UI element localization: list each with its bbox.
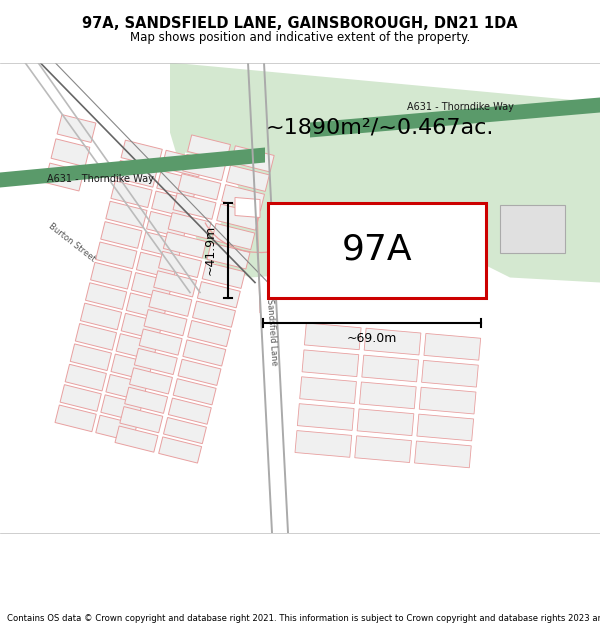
Polygon shape xyxy=(415,441,471,468)
Polygon shape xyxy=(70,344,112,371)
Polygon shape xyxy=(101,395,142,421)
Polygon shape xyxy=(170,62,600,282)
Text: ~1890m²/~0.467ac.: ~1890m²/~0.467ac. xyxy=(266,118,494,138)
Polygon shape xyxy=(152,191,193,218)
Polygon shape xyxy=(120,407,163,432)
Polygon shape xyxy=(178,174,221,200)
Polygon shape xyxy=(60,384,101,411)
Polygon shape xyxy=(146,211,188,238)
Polygon shape xyxy=(51,139,90,167)
Polygon shape xyxy=(134,348,177,374)
Text: 97A: 97A xyxy=(341,233,412,267)
Polygon shape xyxy=(217,204,260,230)
Polygon shape xyxy=(57,114,96,142)
Polygon shape xyxy=(116,161,157,187)
Polygon shape xyxy=(157,171,198,198)
Polygon shape xyxy=(106,201,147,228)
Polygon shape xyxy=(419,388,476,414)
Polygon shape xyxy=(197,282,240,308)
Text: Sandsfield Lane: Sandsfield Lane xyxy=(265,299,279,366)
Polygon shape xyxy=(202,262,245,288)
Polygon shape xyxy=(80,303,122,330)
Bar xyxy=(500,204,565,252)
Polygon shape xyxy=(235,198,260,217)
Polygon shape xyxy=(131,272,173,299)
Text: ~69.0m: ~69.0m xyxy=(347,332,397,345)
Polygon shape xyxy=(357,409,414,436)
Polygon shape xyxy=(207,243,250,269)
Polygon shape xyxy=(130,368,172,394)
Polygon shape xyxy=(424,334,481,360)
Polygon shape xyxy=(221,184,265,211)
Text: Contains OS data © Crown copyright and database right 2021. This information is : Contains OS data © Crown copyright and d… xyxy=(7,614,600,623)
Bar xyxy=(268,202,486,298)
Polygon shape xyxy=(162,150,203,177)
Polygon shape xyxy=(173,379,216,405)
Polygon shape xyxy=(154,271,197,297)
Polygon shape xyxy=(144,309,187,336)
Polygon shape xyxy=(185,152,240,232)
Polygon shape xyxy=(302,350,359,377)
Polygon shape xyxy=(111,181,152,208)
Polygon shape xyxy=(298,404,354,431)
Polygon shape xyxy=(142,232,183,259)
Polygon shape xyxy=(226,165,269,191)
Polygon shape xyxy=(136,252,178,279)
Polygon shape xyxy=(101,222,142,248)
Polygon shape xyxy=(178,359,221,386)
Text: A631 - Thorndike Way: A631 - Thorndike Way xyxy=(407,102,514,112)
Polygon shape xyxy=(188,135,230,161)
Polygon shape xyxy=(310,98,600,138)
Polygon shape xyxy=(116,334,157,361)
Polygon shape xyxy=(158,437,202,463)
Polygon shape xyxy=(139,329,182,355)
Polygon shape xyxy=(300,377,356,404)
Polygon shape xyxy=(231,146,274,172)
Polygon shape xyxy=(173,193,216,219)
Polygon shape xyxy=(364,328,421,355)
Text: Burton Street: Burton Street xyxy=(47,221,97,264)
Polygon shape xyxy=(169,398,211,424)
Polygon shape xyxy=(359,382,416,409)
Text: 97A, SANDSFIELD LANE, GAINSBOROUGH, DN21 1DA: 97A, SANDSFIELD LANE, GAINSBOROUGH, DN21… xyxy=(82,16,518,31)
Polygon shape xyxy=(149,290,192,316)
Polygon shape xyxy=(125,388,167,413)
Polygon shape xyxy=(95,242,137,269)
Polygon shape xyxy=(65,364,106,391)
Polygon shape xyxy=(168,213,211,239)
Polygon shape xyxy=(362,355,419,382)
Polygon shape xyxy=(106,374,147,401)
Polygon shape xyxy=(422,361,478,387)
Polygon shape xyxy=(188,321,230,347)
Polygon shape xyxy=(193,301,235,328)
Polygon shape xyxy=(212,223,255,249)
Polygon shape xyxy=(76,324,116,350)
Polygon shape xyxy=(0,148,265,188)
Polygon shape xyxy=(304,323,361,350)
Text: A631 - Thorndike Way: A631 - Thorndike Way xyxy=(47,174,154,184)
Text: ~41.9m: ~41.9m xyxy=(203,225,217,275)
Polygon shape xyxy=(55,405,96,432)
Polygon shape xyxy=(164,418,206,444)
Polygon shape xyxy=(91,262,132,289)
Polygon shape xyxy=(183,340,226,366)
Polygon shape xyxy=(295,431,352,457)
Polygon shape xyxy=(183,154,226,181)
Polygon shape xyxy=(126,293,167,319)
Polygon shape xyxy=(115,426,158,452)
Polygon shape xyxy=(45,163,84,191)
Polygon shape xyxy=(417,414,473,441)
Polygon shape xyxy=(163,232,206,258)
Polygon shape xyxy=(85,282,127,309)
Text: Map shows position and indicative extent of the property.: Map shows position and indicative extent… xyxy=(130,31,470,44)
Polygon shape xyxy=(121,313,163,340)
Polygon shape xyxy=(158,251,202,278)
Polygon shape xyxy=(121,140,162,167)
Polygon shape xyxy=(111,354,152,381)
Polygon shape xyxy=(355,436,412,462)
Polygon shape xyxy=(96,415,137,442)
